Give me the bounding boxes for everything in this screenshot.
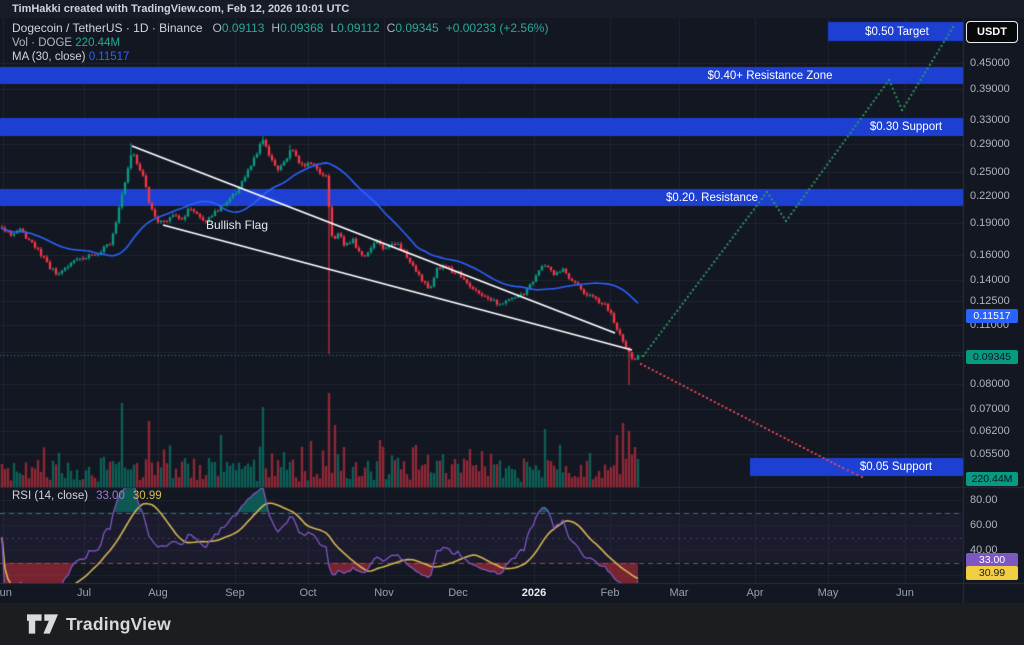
price-scale-badge: 0.09345	[966, 350, 1018, 364]
price-scale-tick-label: 0.07000	[970, 402, 1010, 415]
attribution-bar: TimHakki created with TradingView.com, F…	[0, 0, 1024, 18]
price-scale-tick-label: 0.14000	[970, 273, 1010, 286]
close-value: 0.09345	[395, 21, 439, 35]
price-scale-tick-label: 0.45000	[970, 56, 1010, 69]
volume-row[interactable]: Vol · DOGE 220.44M	[12, 36, 555, 51]
time-scale-label: Oct	[299, 587, 317, 599]
ma-row[interactable]: MA (30, close) 0.11517	[12, 50, 555, 65]
low-value: 0.09112	[337, 21, 380, 35]
time-scale-label: Sep	[225, 587, 245, 599]
price-band-label[interactable]: $0.30 Support	[869, 121, 943, 133]
price-band-label[interactable]: $0.05 Support	[859, 461, 933, 473]
price-scale-tick-label: 0.06200	[970, 425, 1010, 438]
rsi-value: 33.00	[96, 490, 125, 502]
attribution-text: TimHakki created with TradingView.com, F…	[12, 3, 350, 15]
change-value: +0.00233 (+2.56%)	[445, 21, 549, 35]
rsi-scale-tick-label: 60.00	[970, 519, 998, 531]
volume-label: Vol · DOGE	[12, 36, 73, 49]
price-band-label[interactable]: $0.20. Resistance	[665, 191, 759, 204]
high-label: H	[271, 21, 281, 35]
price-scale-badge: 0.11517	[966, 309, 1018, 323]
symbol-info-row[interactable]: Dogecoin / TetherUS · 1D · Binance O0.091…	[12, 21, 555, 36]
price-band-label[interactable]: $0.50 Target	[865, 25, 929, 38]
ma-label: MA (30, close)	[12, 51, 86, 63]
price-scale-tick-label: 0.39000	[970, 83, 1010, 96]
price-scale-tick-label: 0.29000	[970, 138, 1010, 151]
time-scale-label: Jun	[0, 587, 12, 599]
time-scale-label: May	[817, 587, 839, 599]
price-scale-tick-label: 0.19000	[970, 216, 1010, 229]
tradingview-brand-text[interactable]: TradingView	[66, 613, 171, 634]
low-label: L	[330, 21, 338, 35]
time-scale-label: Mar	[669, 587, 689, 599]
time-scale-label: Feb	[600, 587, 620, 599]
price-scale-badge: 220.44M	[966, 472, 1018, 486]
volume-value: 220.44M	[75, 36, 121, 49]
time-scale-label: Aug	[148, 587, 168, 599]
time-scale-label: Jul	[76, 587, 92, 599]
rsi-label: RSI (14, close)	[12, 490, 89, 502]
price-band-label[interactable]: $0.40+ Resistance Zone	[707, 69, 833, 82]
price-scale-tick-label: 0.12500	[970, 294, 1010, 307]
symbol-title: Dogecoin / TetherUS · 1D · Binance	[12, 21, 203, 35]
time-scale-label: Nov	[374, 587, 394, 599]
price-scale-badge: 30.99	[966, 566, 1018, 580]
high-value: 0.09368	[280, 21, 324, 35]
price-scale-tick-label: 0.33000	[970, 114, 1010, 127]
open-value: 0.09113	[221, 21, 265, 35]
ma-value: 0.11517	[88, 51, 130, 63]
currency-toggle-button[interactable]: USDT	[966, 21, 1018, 43]
rsi-ma-value: 30.99	[132, 490, 162, 502]
time-scale-label: 2026	[521, 587, 547, 599]
price-scale-tick-label: 0.05500	[970, 447, 1010, 460]
symbol-legend: Dogecoin / TetherUS · 1D · Binance O0.091…	[12, 21, 555, 65]
time-scale-label: Dec	[448, 587, 468, 599]
price-scale-tick-label: 0.16000	[970, 248, 1010, 261]
time-scale-label: Apr	[746, 587, 764, 599]
price-scale-badge: 33.00	[966, 553, 1018, 567]
open-label: O	[212, 21, 222, 35]
rsi-scale-tick-label: 80.00	[970, 494, 998, 506]
footer-bar: TradingView	[0, 603, 1024, 645]
tradingview-logo-icon[interactable]	[27, 614, 58, 634]
bullish-flag-annotation[interactable]: Bullish Flag	[205, 218, 269, 232]
price-scale-tick-label: 0.22000	[970, 189, 1010, 202]
price-scale-tick-label: 0.08000	[970, 377, 1010, 390]
price-scale-tick-label: 0.25000	[970, 165, 1010, 178]
time-scale-label: Jun	[896, 587, 914, 599]
rsi-legend[interactable]: RSI (14, close) 33.00 30.99	[12, 490, 162, 502]
close-label: C	[386, 21, 396, 35]
